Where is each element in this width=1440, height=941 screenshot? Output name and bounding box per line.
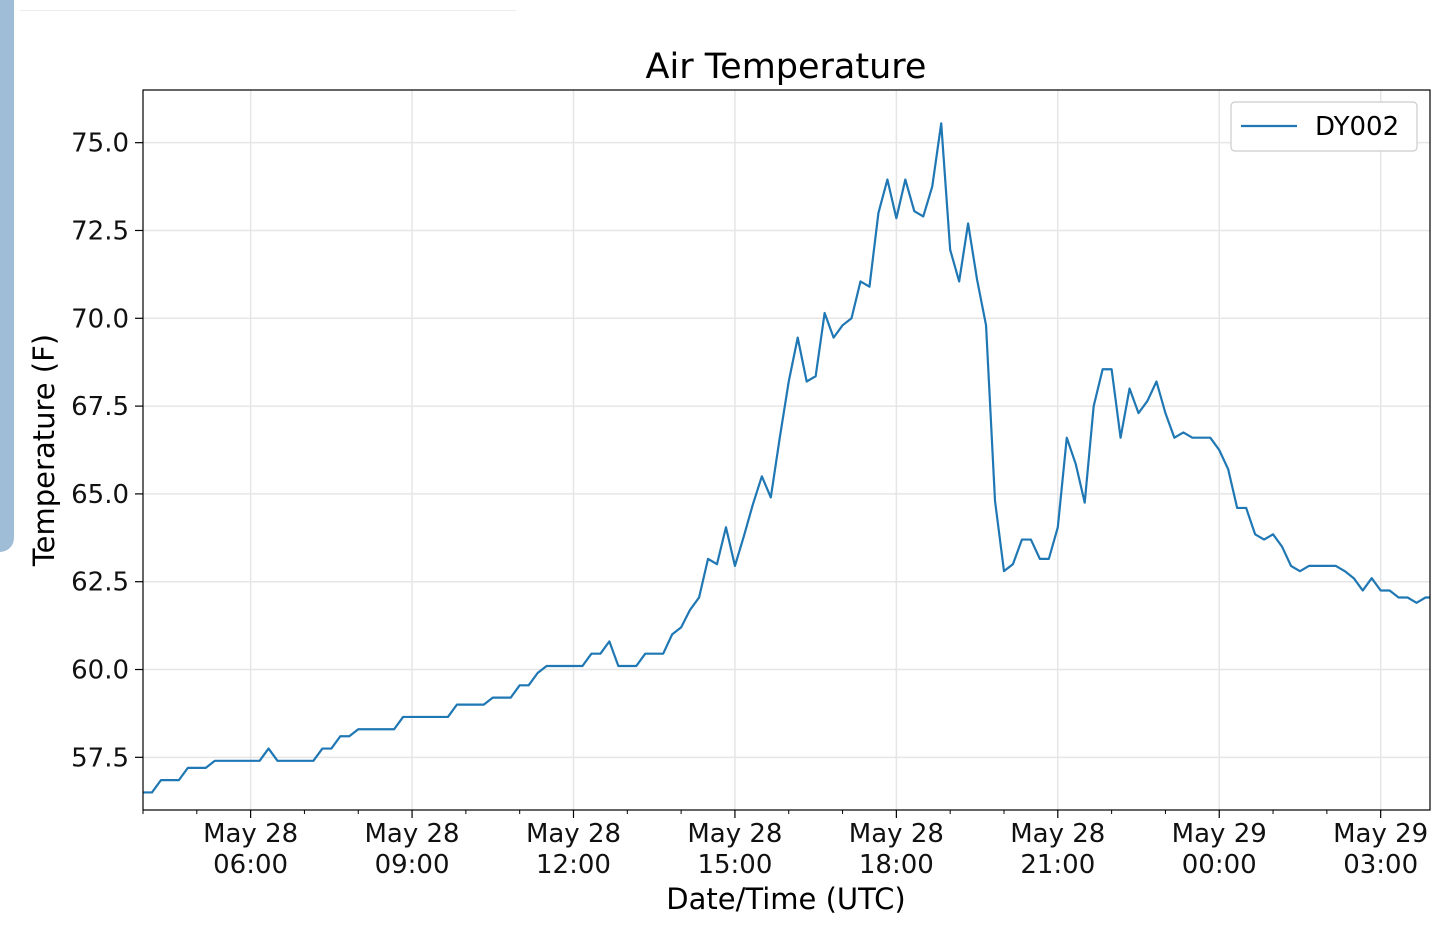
x-tick-label-date: May 28: [687, 819, 782, 849]
y-tick-label: 70.0: [71, 304, 129, 334]
x-tick-label-time: 09:00: [375, 850, 450, 880]
y-tick-label: 67.5: [71, 392, 129, 422]
chart-title: Air Temperature: [646, 47, 927, 87]
y-axis: 57.5 60.0 62.5 65.0 67.5 70.0 72.5 75.0: [71, 129, 143, 773]
legend: DY002: [1230, 101, 1418, 152]
series-line-dy002: [143, 122, 1430, 794]
y-tick-label: 62.5: [71, 568, 129, 598]
x-tick-label-time: 12:00: [536, 850, 611, 880]
y-tick-label: 60.0: [71, 656, 129, 686]
x-tick-label-time: 15:00: [697, 850, 772, 880]
x-tick-label-date: May 28: [365, 819, 460, 849]
x-tick-label-time: 18:00: [859, 850, 934, 880]
y-tick-label: 57.5: [71, 743, 129, 773]
y-tick-label: 65.0: [71, 480, 129, 510]
grid: [143, 90, 1430, 810]
legend-box: [1230, 101, 1418, 152]
y-tick-label: 72.5: [71, 216, 129, 246]
side-panel: [0, 0, 14, 552]
series-layer: [143, 122, 1430, 794]
x-tick-label-date: May 28: [849, 819, 944, 849]
x-tick-label-date: May 28: [203, 819, 298, 849]
x-tick-label-date: May 29: [1172, 819, 1267, 849]
x-tick-label-time: 21:00: [1020, 850, 1095, 880]
x-tick-label-date: May 28: [526, 819, 621, 849]
y-axis-title: Temperature (F): [27, 334, 61, 567]
x-axis-title: Date/Time (UTC): [666, 882, 905, 916]
legend-label: DY002: [1315, 112, 1399, 142]
x-tick-label-time: 03:00: [1343, 850, 1418, 880]
x-tick-label-date: May 29: [1333, 819, 1428, 849]
x-tick-label-time: 00:00: [1182, 850, 1257, 880]
x-tick-label-date: May 28: [1010, 819, 1105, 849]
plot-frame: [142, 89, 1431, 811]
x-tick-label-time: 06:00: [213, 850, 288, 880]
y-tick-label: 75.0: [71, 129, 129, 159]
top-divider: [20, 10, 516, 11]
